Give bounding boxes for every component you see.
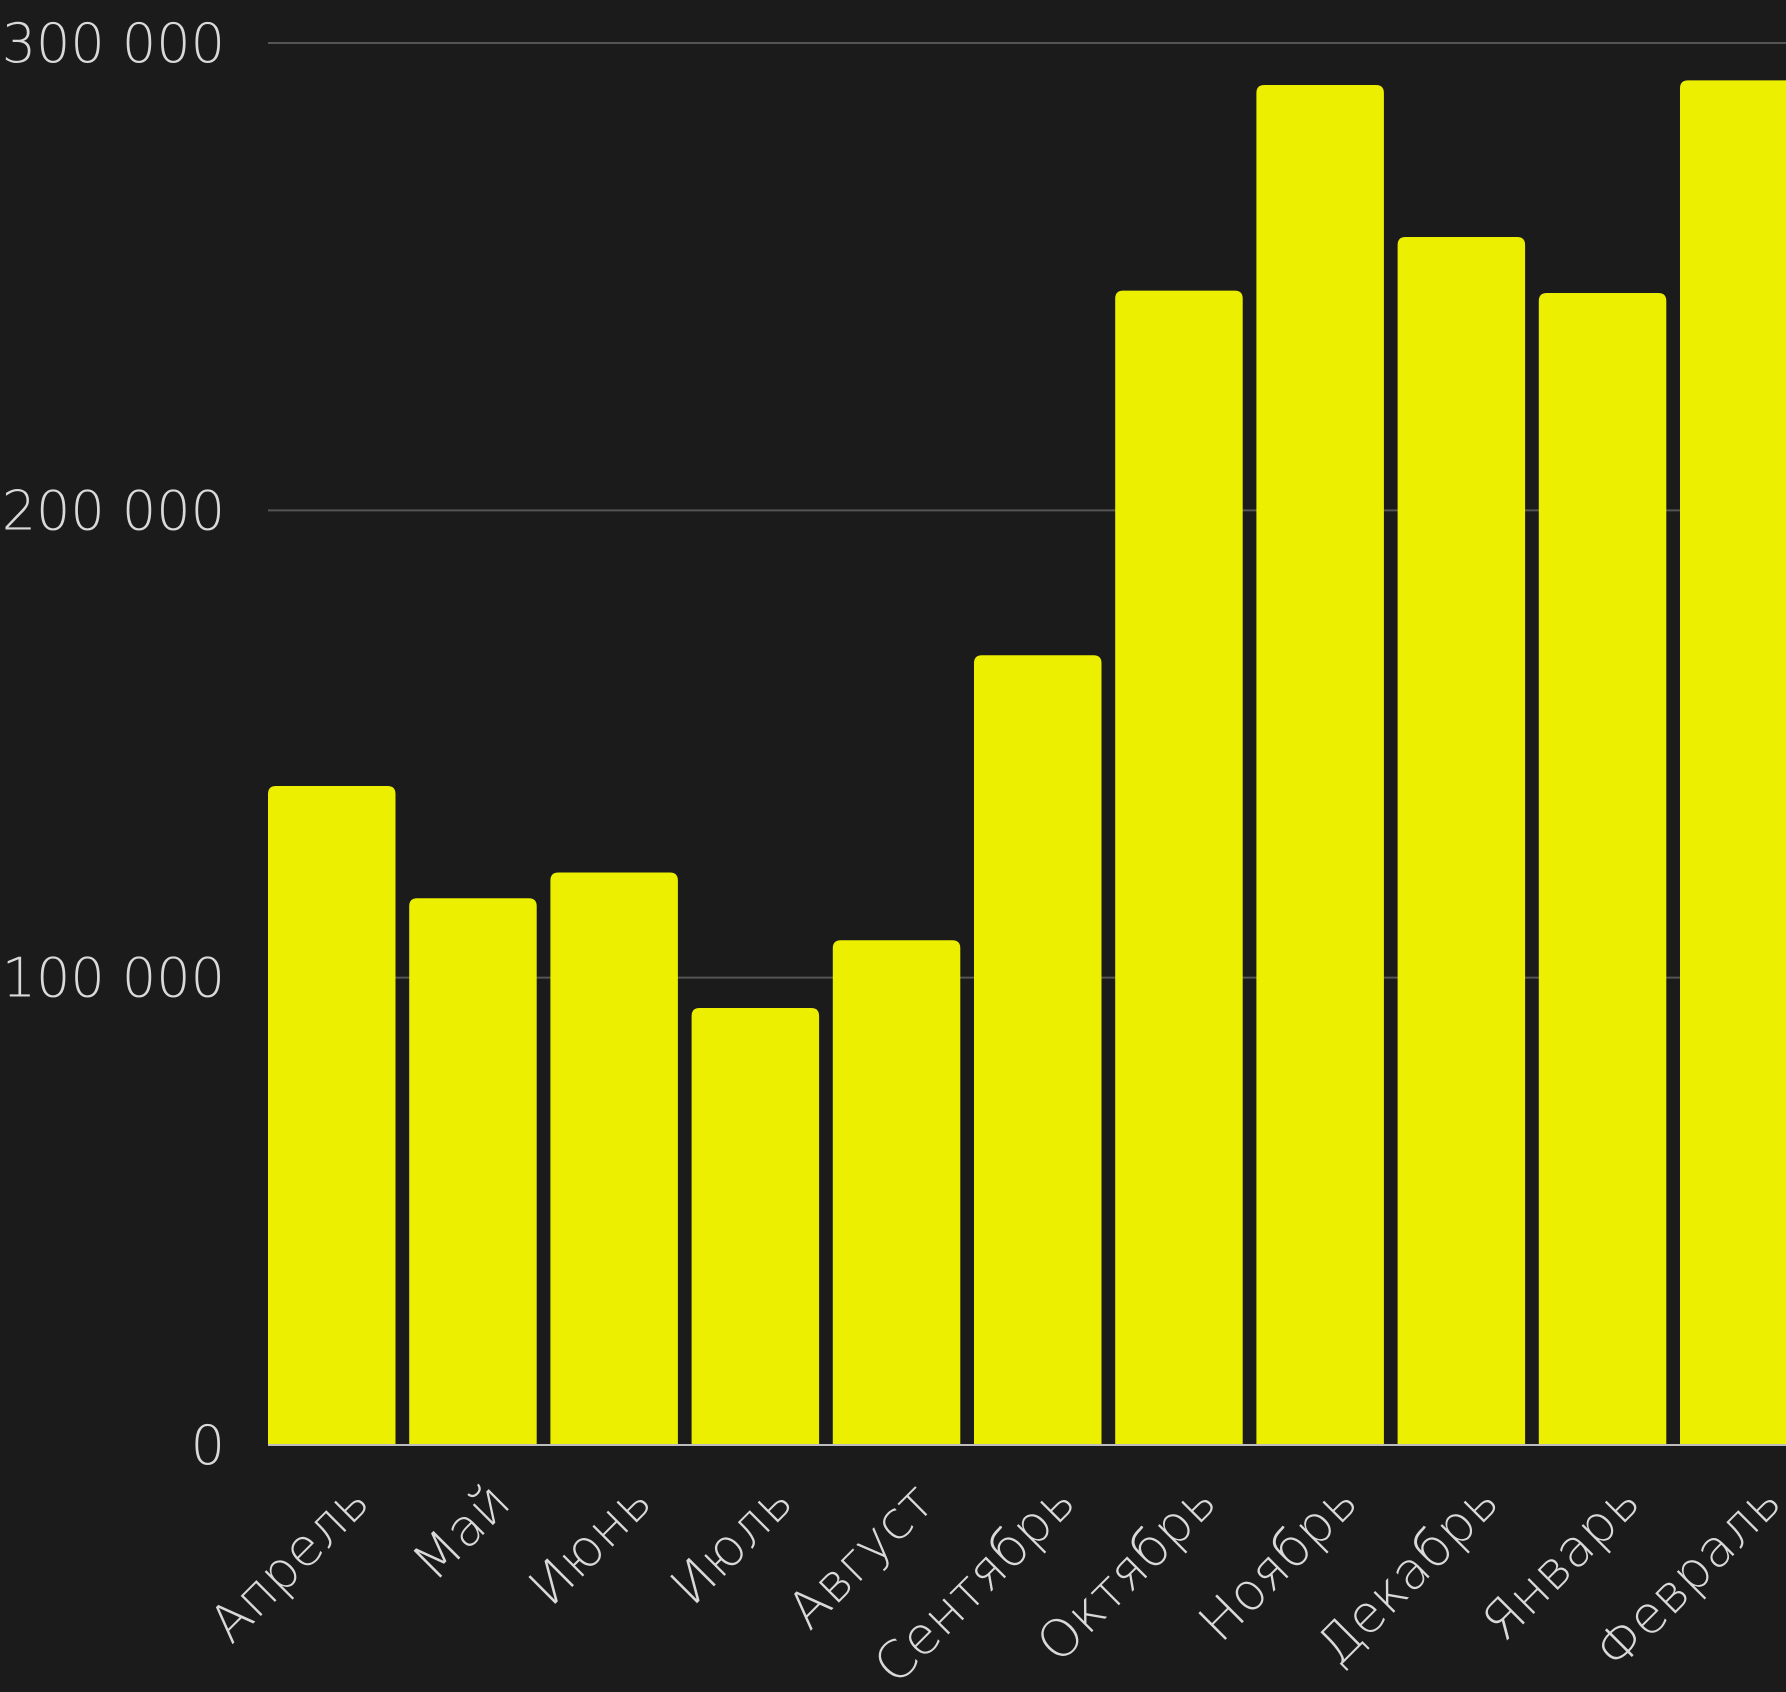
y-tick-label: 100 000	[2, 947, 225, 1010]
bar	[832, 940, 961, 1445]
bar	[1256, 85, 1384, 1445]
bar	[1115, 290, 1243, 1446]
bar	[974, 655, 1102, 1445]
bar	[550, 872, 678, 1445]
y-tick-label: 300 000	[2, 12, 225, 75]
bars	[268, 80, 1786, 1446]
bar	[691, 1008, 820, 1445]
bar	[409, 898, 537, 1445]
bar	[1538, 293, 1667, 1446]
y-axis-ticks: 0 100 000 200 000 300 000	[2, 12, 225, 1477]
bar	[1397, 236, 1526, 1445]
bar	[268, 786, 396, 1445]
y-tick-label: 200 000	[2, 479, 225, 542]
bar	[1680, 80, 1786, 1445]
y-tick-label: 0	[191, 1414, 225, 1477]
